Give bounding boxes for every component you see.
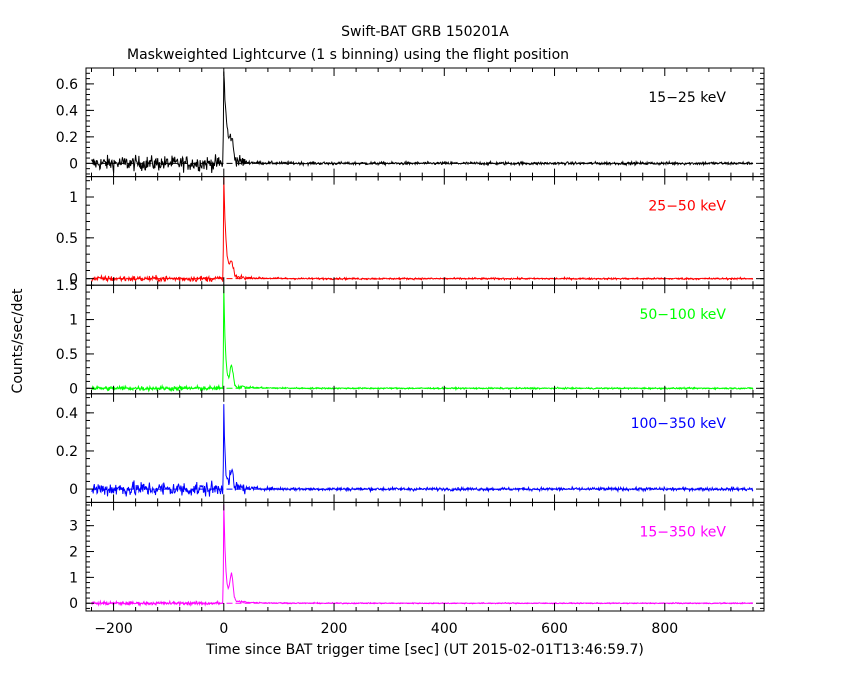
y-tick-label: 1	[69, 313, 78, 329]
y-tick-label: 0	[69, 156, 78, 172]
x-tick-label: 600	[541, 621, 568, 637]
y-tick-label: 1	[69, 190, 78, 206]
y-tick-label: 0.5	[56, 231, 78, 247]
y-tick-label: 0.2	[56, 130, 78, 146]
panel-frame	[85, 393, 765, 503]
panel-frame	[85, 284, 765, 395]
x-tick-label: −200	[94, 621, 132, 637]
y-tick-label: 0.5	[56, 347, 78, 363]
y-tick-label: 0	[69, 381, 78, 397]
lightcurve-series	[91, 71, 754, 174]
panel-frame	[85, 501, 765, 612]
x-tick-label: 0	[219, 621, 228, 637]
y-axis-label: Counts/sec/det	[10, 288, 26, 393]
series-label: 100−350 keV	[631, 416, 727, 432]
x-tick-label: 800	[651, 621, 678, 637]
series-label: 50−100 keV	[639, 307, 726, 323]
y-tick-label: 0	[69, 596, 78, 612]
chart-title: Swift-BAT GRB 150201A	[341, 24, 509, 40]
x-tick-label: 200	[321, 621, 348, 637]
panel-frame	[85, 176, 765, 286]
y-tick-label: 1	[69, 570, 78, 586]
y-tick-label: 3	[69, 519, 78, 535]
x-tick-label: 400	[431, 621, 458, 637]
x-tick-labels: −200 0 200 400 600 800	[94, 621, 678, 637]
y-tick-label: 0	[69, 272, 78, 288]
lightcurve-series	[91, 504, 754, 608]
y-tick-label: 0.2	[56, 444, 78, 460]
y-tick-label: 0	[69, 482, 78, 498]
y-tick-label: 0.4	[56, 103, 78, 119]
lightcurve-series	[91, 177, 754, 284]
y-tick-label: 0.6	[56, 77, 78, 93]
x-axis-label: Time since BAT trigger time [sec] (UT 20…	[205, 642, 644, 658]
series-label: 15−350 keV	[639, 524, 726, 540]
panels-group: 0 0.2 0.4 0.6 15−25 keV 0 0.5 1 25−50 keV 0 0.5 1 1.…	[56, 67, 765, 612]
series-label: 15−25 keV	[648, 90, 726, 106]
y-tick-label: 1.5	[56, 278, 78, 294]
y-tick-label: 0.4	[56, 406, 78, 422]
y-tick-label: 2	[69, 545, 78, 561]
chart-subtitle: Maskweighted Lightcurve (1 s binning) us…	[127, 47, 569, 63]
series-label: 25−50 keV	[648, 199, 726, 215]
lightcurve-series	[91, 286, 754, 393]
